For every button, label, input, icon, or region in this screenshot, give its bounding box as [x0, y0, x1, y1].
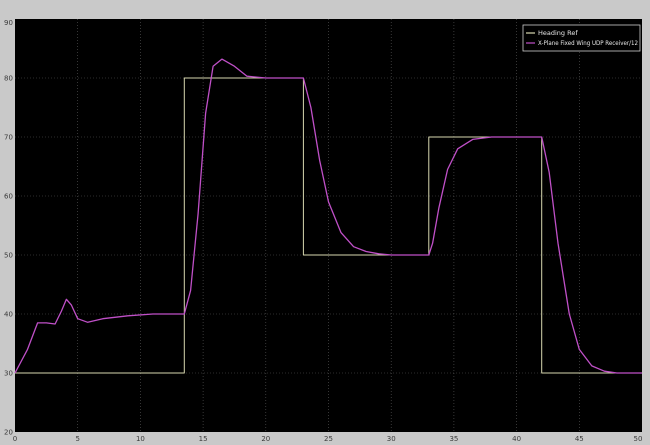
y-tick-label: 50 — [4, 252, 13, 260]
y-tick-label: 90 — [4, 19, 13, 27]
legend-label-heading-ref: Heading Ref — [538, 29, 578, 37]
x-tick-label: 5 — [75, 435, 79, 443]
legend: Heading Ref X-Plane Fixed Wing UDP Recei… — [522, 24, 641, 52]
y-tick-labels: 20 30 40 50 60 70 80 90 — [4, 19, 13, 437]
series-lines — [14, 58, 642, 374]
x-tick-labels: 0 5 10 15 20 25 30 35 40 45 50 — [13, 435, 643, 443]
x-tick-label: 20 — [261, 435, 270, 443]
x-tick-label: 40 — [512, 435, 521, 443]
y-tick-label: 80 — [4, 75, 13, 83]
y-tick-label: 20 — [4, 429, 13, 437]
x-tick-label: 50 — [634, 435, 643, 443]
y-tick-label: 60 — [4, 193, 13, 201]
plot-area — [15, 19, 642, 432]
legend-label-xplane-receiver: X-Plane Fixed Wing UDP Receiver/12 — [538, 39, 638, 47]
y-tick-label: 70 — [4, 134, 13, 142]
x-tick-label: 35 — [449, 435, 458, 443]
x-tick-label: 30 — [387, 435, 396, 443]
y-tick-label: 40 — [4, 311, 13, 319]
x-tick-label: 10 — [136, 435, 145, 443]
x-tick-label: 0 — [13, 435, 17, 443]
legend-box — [522, 24, 641, 52]
series-heading-ref-line — [15, 77, 642, 374]
series-xplane-receiver-line — [14, 58, 642, 374]
x-tick-label: 15 — [199, 435, 208, 443]
x-tick-label: 25 — [324, 435, 333, 443]
y-tick-label: 30 — [4, 370, 13, 378]
x-tick-label: 45 — [575, 435, 584, 443]
